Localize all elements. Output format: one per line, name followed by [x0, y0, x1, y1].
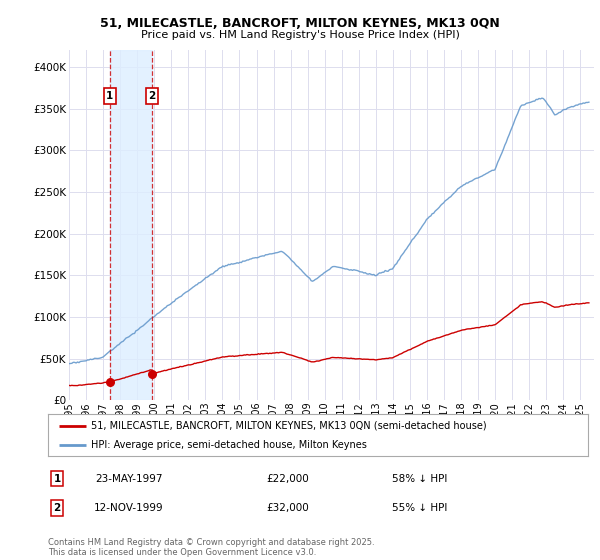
Text: 1: 1	[106, 91, 113, 101]
Text: 51, MILECASTLE, BANCROFT, MILTON KEYNES, MK13 0QN (semi-detached house): 51, MILECASTLE, BANCROFT, MILTON KEYNES,…	[91, 421, 487, 431]
Bar	[110, 50, 152, 400]
Text: £32,000: £32,000	[266, 503, 310, 513]
Point	[105, 377, 115, 386]
Text: HPI: Average price, semi-detached house, Milton Keynes: HPI: Average price, semi-detached house,…	[91, 440, 367, 450]
Point	[147, 369, 157, 378]
Text: 23-MAY-1997: 23-MAY-1997	[95, 474, 163, 484]
Text: 55% ↓ HPI: 55% ↓ HPI	[392, 503, 448, 513]
Text: 12-NOV-1999: 12-NOV-1999	[94, 503, 164, 513]
Text: £22,000: £22,000	[266, 474, 310, 484]
Text: Price paid vs. HM Land Registry's House Price Index (HPI): Price paid vs. HM Land Registry's House …	[140, 30, 460, 40]
Text: 2: 2	[53, 503, 61, 513]
Text: Contains HM Land Registry data © Crown copyright and database right 2025.
This d: Contains HM Land Registry data © Crown c…	[48, 538, 374, 557]
Text: 58% ↓ HPI: 58% ↓ HPI	[392, 474, 448, 484]
Text: 2: 2	[148, 91, 155, 101]
Text: 1: 1	[53, 474, 61, 484]
Text: 51, MILECASTLE, BANCROFT, MILTON KEYNES, MK13 0QN: 51, MILECASTLE, BANCROFT, MILTON KEYNES,…	[100, 17, 500, 30]
